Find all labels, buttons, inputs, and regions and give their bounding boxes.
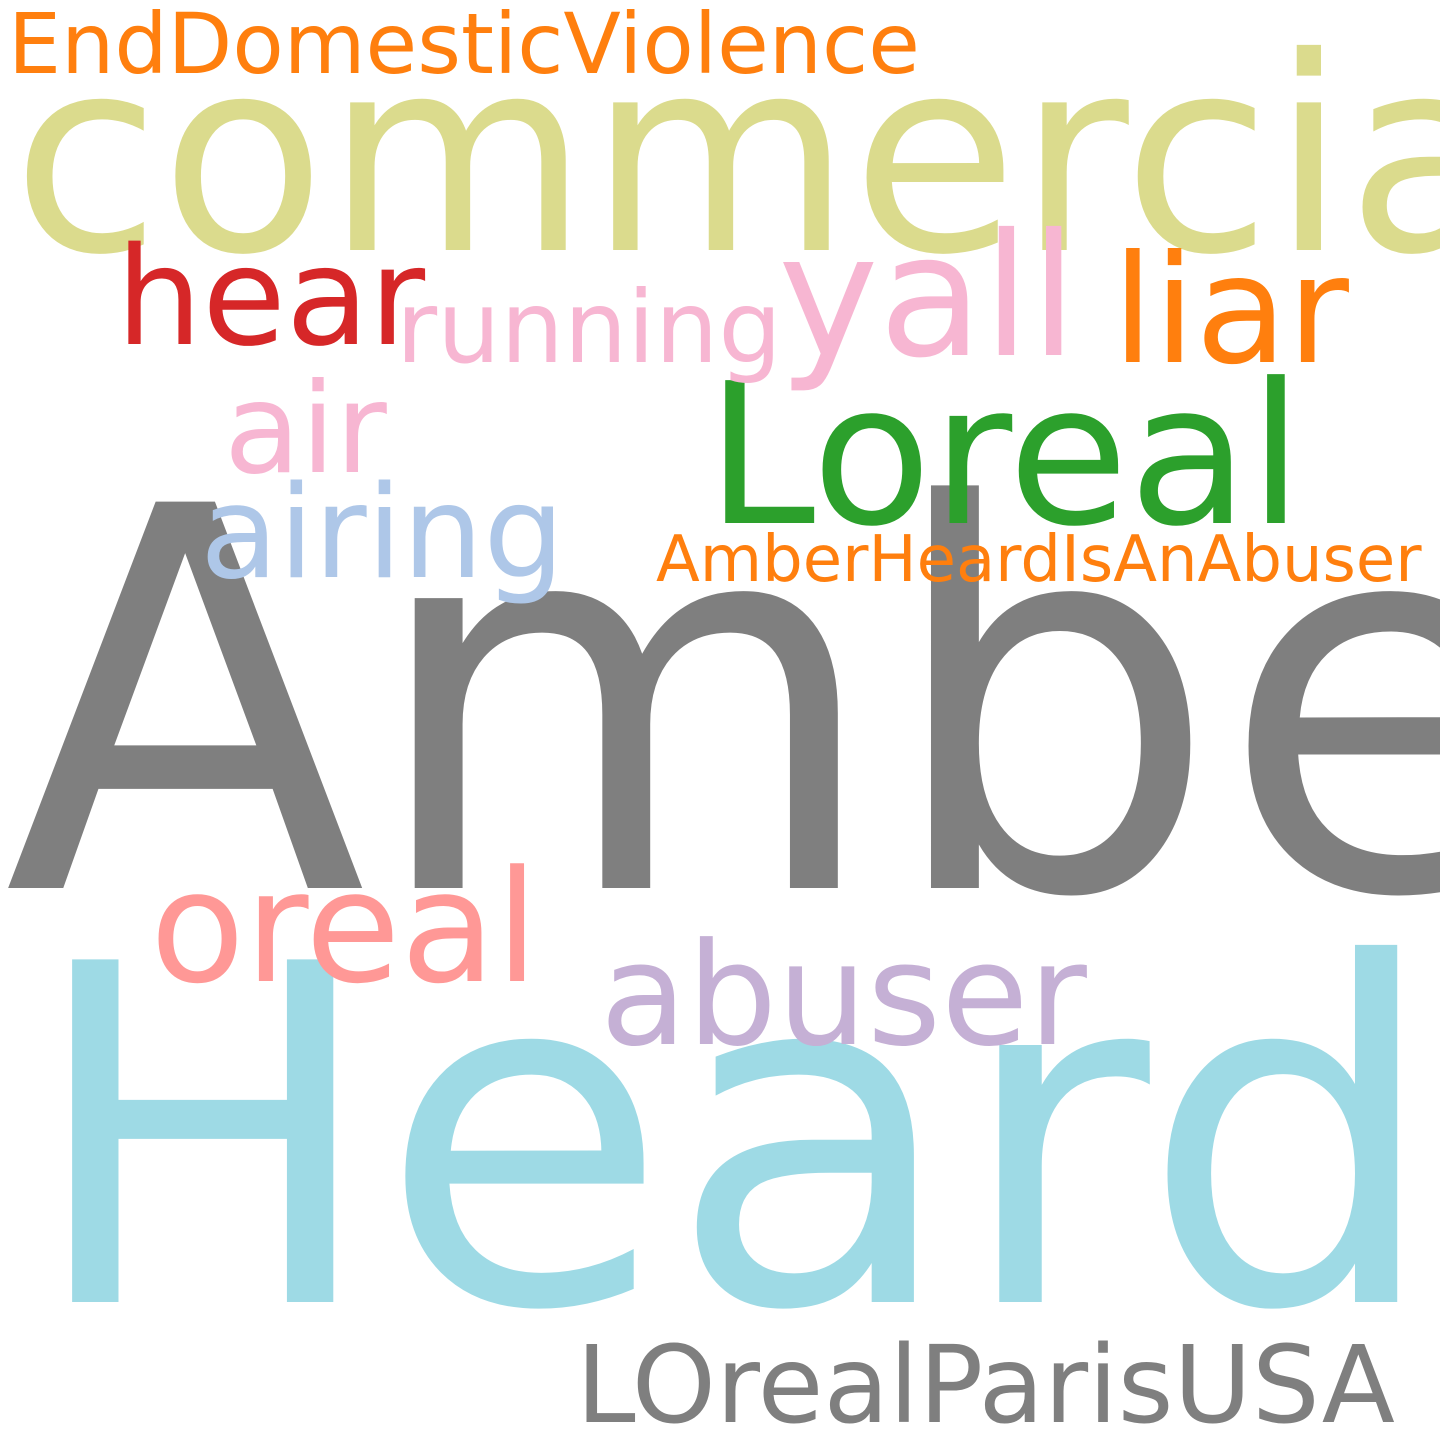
word-amber: Amber — [4, 396, 1440, 1013]
word-loreal: Loreal — [706, 342, 1304, 570]
word-running: running — [396, 269, 782, 386]
word-abuser: abuser — [600, 913, 1087, 1078]
word-amberheardisanabuser: AmberHeardIsAnAbuser — [656, 523, 1422, 597]
word-liar: liar — [1112, 224, 1349, 398]
word-oreal: oreal — [150, 837, 539, 1018]
word-air: air — [224, 357, 387, 502]
word-enddomesticviolence: EndDomesticViolence — [8, 0, 920, 93]
word-yall: yall — [778, 198, 1078, 396]
word-commercial: commercial — [12, 0, 1440, 314]
word-lorealparisusa: LOrealParisUSA — [576, 1324, 1395, 1440]
word-heard: Heard — [26, 866, 1440, 1413]
word-hear: hear — [116, 219, 426, 377]
word-airing: airing — [200, 459, 565, 608]
